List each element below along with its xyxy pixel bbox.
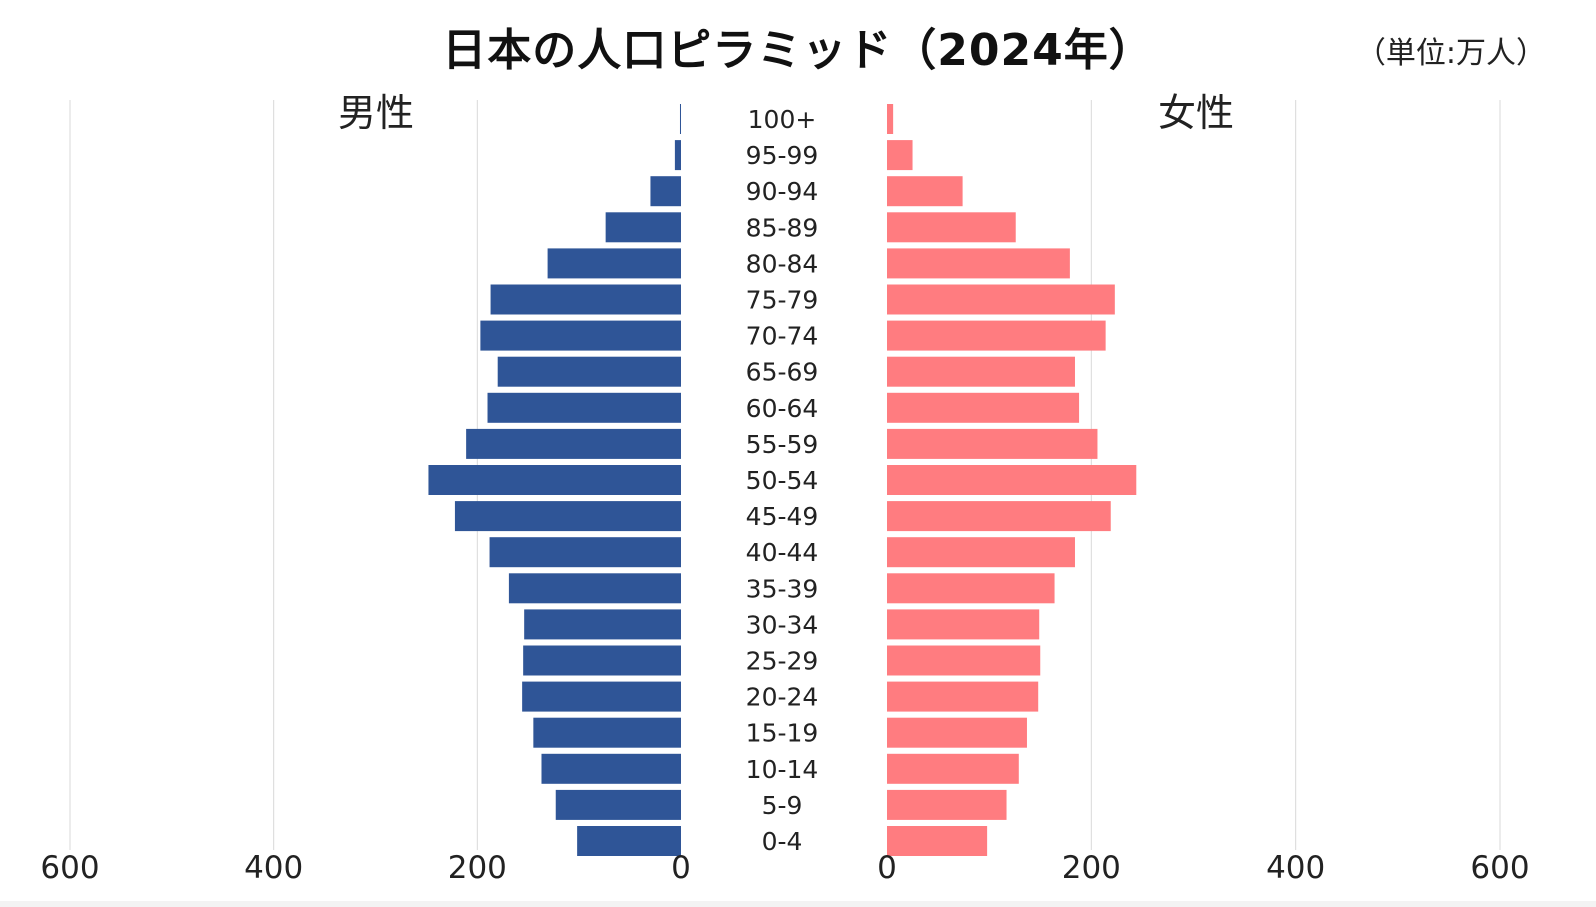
x-tick-label: 400 (244, 850, 303, 886)
bar-male-65-69 (497, 356, 681, 387)
bar-male-25-29 (523, 645, 681, 676)
x-tick-label: 600 (40, 850, 99, 886)
series-label-male: 男性 (338, 91, 414, 135)
age-label-20-24: 20-24 (746, 683, 819, 712)
bar-male-100+ (679, 104, 681, 134)
age-label-5-9: 5-9 (762, 791, 803, 820)
series-labels: 男性 女性 (338, 91, 1234, 135)
age-label-65-69: 65-69 (746, 358, 819, 387)
bar-male-95-99 (674, 140, 681, 171)
bar-female-25-29 (887, 645, 1041, 676)
bar-male-55-59 (466, 428, 681, 459)
bar-female-80-84 (887, 248, 1070, 279)
unit-label: （単位:万人） (1355, 36, 1546, 71)
bar-male-80-84 (547, 248, 681, 279)
age-label-60-64: 60-64 (746, 394, 819, 423)
bar-male-75-79 (490, 284, 681, 315)
bar-female-85-89 (887, 212, 1016, 243)
x-tick-label: 200 (1062, 850, 1121, 886)
age-label-30-34: 30-34 (746, 610, 819, 639)
bar-female-50-54 (887, 465, 1137, 495)
bar-female-65-69 (887, 356, 1075, 387)
age-label-50-54: 50-54 (746, 466, 819, 495)
age-label-80-84: 80-84 (746, 249, 819, 278)
bar-female-30-34 (887, 609, 1040, 640)
bar-male-90-94 (650, 176, 681, 207)
age-label-35-39: 35-39 (746, 574, 819, 603)
bar-female-40-44 (887, 537, 1075, 568)
age-label-95-99: 95-99 (746, 141, 819, 170)
age-label-75-79: 75-79 (746, 286, 819, 315)
bar-male-10-14 (541, 753, 681, 784)
x-tick-label: 200 (448, 850, 507, 886)
age-label-0-4: 0-4 (762, 827, 803, 856)
age-label-10-14: 10-14 (746, 755, 819, 784)
bar-female-60-64 (887, 392, 1080, 423)
x-tick-label: 0 (671, 850, 691, 886)
series-label-female: 女性 (1158, 91, 1234, 135)
age-label-45-49: 45-49 (746, 502, 819, 531)
x-tick-label: 600 (1470, 850, 1529, 886)
bar-female-90-94 (887, 176, 963, 207)
bar-female-10-14 (887, 753, 1019, 784)
x-tick-label: 0 (877, 850, 897, 886)
bar-male-20-24 (522, 681, 681, 712)
age-label-55-59: 55-59 (746, 430, 819, 459)
age-label-25-29: 25-29 (746, 647, 819, 676)
bars (428, 104, 1137, 856)
bar-male-70-74 (480, 320, 681, 351)
bar-male-45-49 (454, 501, 681, 532)
age-labels: 100+ 95-99 90-94 85-89 80-84 75-79 70-74 65-69 6… (746, 105, 819, 856)
bar-female-55-59 (887, 428, 1098, 459)
age-label-70-74: 70-74 (746, 322, 819, 351)
bar-female-5-9 (887, 789, 1007, 820)
bar-male-30-34 (524, 609, 681, 640)
age-label-15-19: 15-19 (746, 719, 819, 748)
bar-male-60-64 (487, 392, 681, 423)
x-tick-label: 400 (1266, 850, 1325, 886)
axis-ticks: 600 400 200 0 0 200 400 600 (40, 850, 1529, 886)
age-label-90-94: 90-94 (746, 177, 819, 206)
bar-male-5-9 (555, 789, 681, 820)
age-label-40-44: 40-44 (746, 538, 819, 567)
bar-male-15-19 (533, 717, 681, 748)
age-label-100+: 100+ (748, 105, 817, 134)
age-label-85-89: 85-89 (746, 213, 819, 242)
bar-female-70-74 (887, 320, 1106, 351)
bar-female-45-49 (887, 501, 1111, 532)
bar-male-50-54 (428, 465, 681, 495)
bar-male-40-44 (489, 537, 681, 568)
chart-title: 日本の人口ピラミッド（2024年） (442, 25, 1154, 76)
bar-female-95-99 (887, 140, 913, 171)
bar-male-0-4 (577, 826, 681, 856)
footer-divider (0, 901, 1596, 907)
bar-female-75-79 (887, 284, 1115, 315)
bar-female-35-39 (887, 573, 1055, 604)
bar-male-35-39 (508, 573, 681, 604)
bar-female-0-4 (887, 826, 988, 856)
bar-female-100+ (887, 104, 894, 134)
bar-female-15-19 (887, 717, 1027, 748)
bar-female-20-24 (887, 681, 1039, 712)
bar-male-85-89 (605, 212, 681, 243)
